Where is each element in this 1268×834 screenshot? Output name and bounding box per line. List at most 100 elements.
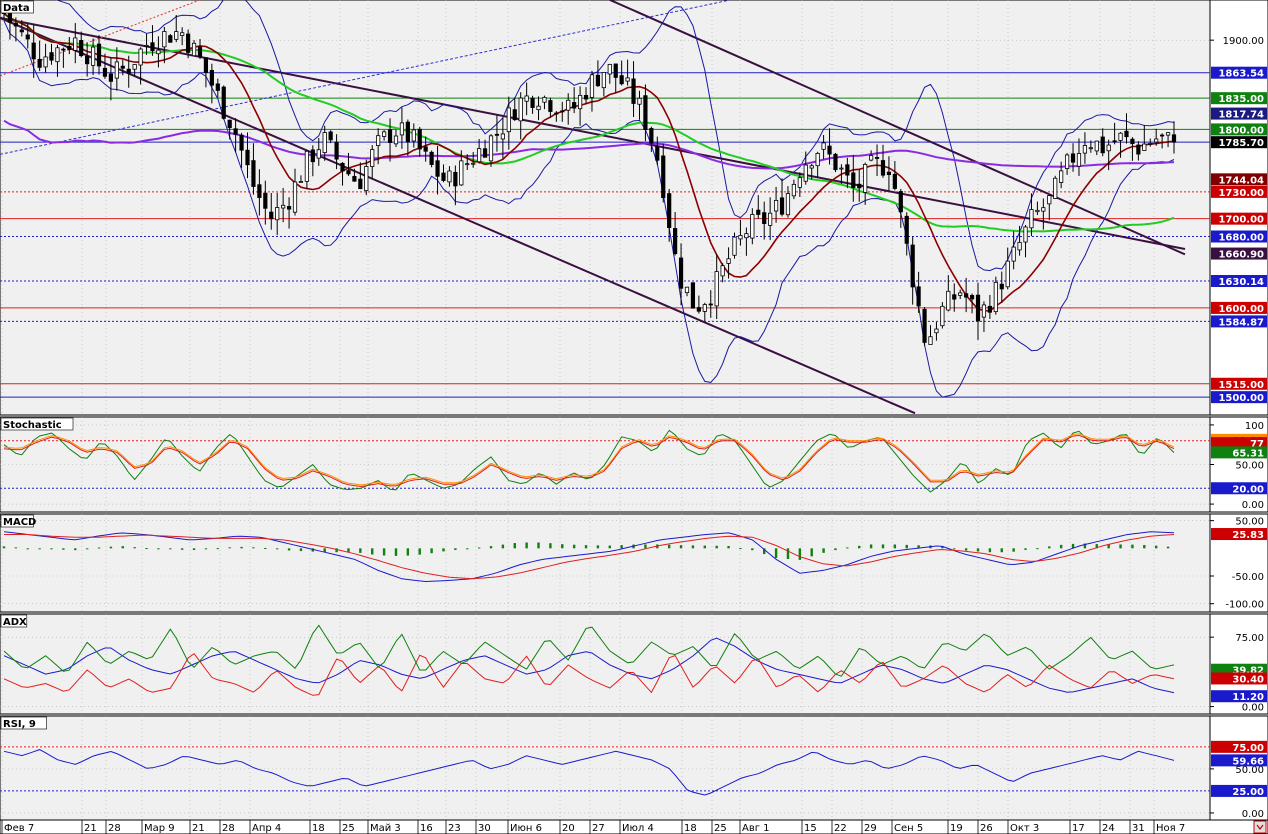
candle <box>928 325 933 345</box>
value-tag-label: 1863.54 <box>1218 69 1264 80</box>
candle <box>1124 113 1129 144</box>
candle-body <box>482 148 488 158</box>
candle-body <box>500 133 505 140</box>
candle <box>880 144 886 178</box>
macd-bar <box>596 545 600 549</box>
value-tag-label: 65.31 <box>1232 448 1264 459</box>
candle-body <box>1112 140 1117 143</box>
x-tick-label: 15 <box>804 823 817 834</box>
candle <box>506 96 511 150</box>
value-tag-label: 1817.74 <box>1218 110 1264 121</box>
candle-body <box>655 146 660 161</box>
value-tag-label: 1680.00 <box>1218 233 1264 244</box>
candle-body <box>857 183 862 189</box>
candle <box>180 27 185 46</box>
candle <box>79 31 84 58</box>
candle <box>643 84 648 142</box>
candle-body <box>1053 177 1058 199</box>
candle-body <box>536 105 541 111</box>
panel-plot-area <box>0 715 1211 821</box>
candle-body <box>328 131 333 141</box>
value-tag-bg <box>1211 92 1267 105</box>
scroll-corner-button[interactable] <box>1253 820 1267 834</box>
x-tick-label: 17 <box>1072 823 1085 834</box>
candle-body <box>1082 145 1088 154</box>
candle <box>275 192 280 236</box>
value-tag: 30.40 <box>1211 672 1267 685</box>
candle <box>661 143 666 203</box>
candle-body <box>364 166 369 192</box>
macd-line <box>3 531 1175 583</box>
trendline-long-down <box>0 16 916 415</box>
candle-body <box>821 142 826 150</box>
value-tag-bg <box>1211 66 1267 79</box>
value-tag-bg <box>1211 247 1267 260</box>
x-tick-label: 18 <box>312 823 325 834</box>
candle-body <box>880 160 886 176</box>
macd-bar <box>489 546 493 549</box>
candle <box>399 107 405 149</box>
candle <box>1029 193 1034 237</box>
value-tag-bg <box>1211 123 1267 136</box>
candle-body <box>322 132 327 153</box>
candle-body <box>1035 209 1040 213</box>
macd-signal-line <box>4 534 1175 580</box>
candle-body <box>233 128 238 135</box>
candle-body <box>975 294 981 322</box>
candle-body <box>637 97 642 105</box>
value-tag-bg <box>1211 212 1267 225</box>
macd-bar <box>169 548 172 550</box>
value-tag-label: 1730.00 <box>1218 188 1264 199</box>
macd-bar <box>763 548 766 555</box>
value-tag-label: 1700.00 <box>1218 215 1264 226</box>
value-tag: 20.00 <box>1211 482 1267 495</box>
bollinger-upper <box>3 0 1175 272</box>
candle <box>447 166 452 187</box>
macd-bar <box>1166 546 1170 549</box>
value-tag: 1863.54 <box>1211 66 1267 80</box>
candle <box>144 33 149 55</box>
macd-bar <box>905 544 908 549</box>
value-tag-label: 1500.00 <box>1218 393 1264 404</box>
candle <box>898 188 903 228</box>
candle-body <box>1011 246 1016 262</box>
candle <box>857 169 862 202</box>
macd-bar <box>1154 545 1158 549</box>
candle <box>37 40 42 72</box>
candle <box>292 168 298 216</box>
candle-body <box>643 95 648 130</box>
macd-bar <box>406 548 410 556</box>
macd-bar <box>1012 548 1015 552</box>
candle <box>49 43 54 65</box>
panel-plot-area <box>0 0 1211 416</box>
candle-body <box>150 42 155 52</box>
candle-body <box>934 328 939 334</box>
candle-body <box>845 164 850 176</box>
value-tag: 1835.00 <box>1211 92 1267 105</box>
macd-bar <box>691 545 695 549</box>
candle-body <box>387 129 393 143</box>
value-tag: 59.66 <box>1211 754 1267 767</box>
candle <box>328 130 333 144</box>
value-tag: 1785.70 <box>1211 136 1267 149</box>
value-tag-bg <box>1211 185 1267 198</box>
candle <box>809 163 814 180</box>
panel-macd: 50.00 -50.00 -100.00 25.83 MACD <box>0 513 1268 613</box>
candle <box>518 92 523 140</box>
x-tick-label: 25 <box>342 823 355 834</box>
candle-body <box>1094 140 1099 152</box>
macd-bar <box>1107 544 1110 549</box>
macd-bar <box>252 547 255 549</box>
candle-body <box>874 157 880 159</box>
candle-body <box>191 42 197 57</box>
candle-body <box>987 305 992 313</box>
candle <box>162 26 167 64</box>
candle-body <box>393 135 399 145</box>
candle <box>714 254 719 319</box>
candle-body <box>702 304 707 312</box>
candle <box>560 101 565 122</box>
candle <box>316 137 321 166</box>
candle-body <box>286 206 292 210</box>
macd-bar <box>953 548 956 550</box>
